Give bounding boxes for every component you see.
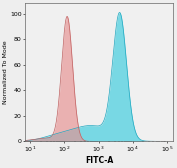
Y-axis label: Normalized To Mode: Normalized To Mode: [4, 41, 8, 104]
X-axis label: FITC-A: FITC-A: [85, 156, 113, 164]
